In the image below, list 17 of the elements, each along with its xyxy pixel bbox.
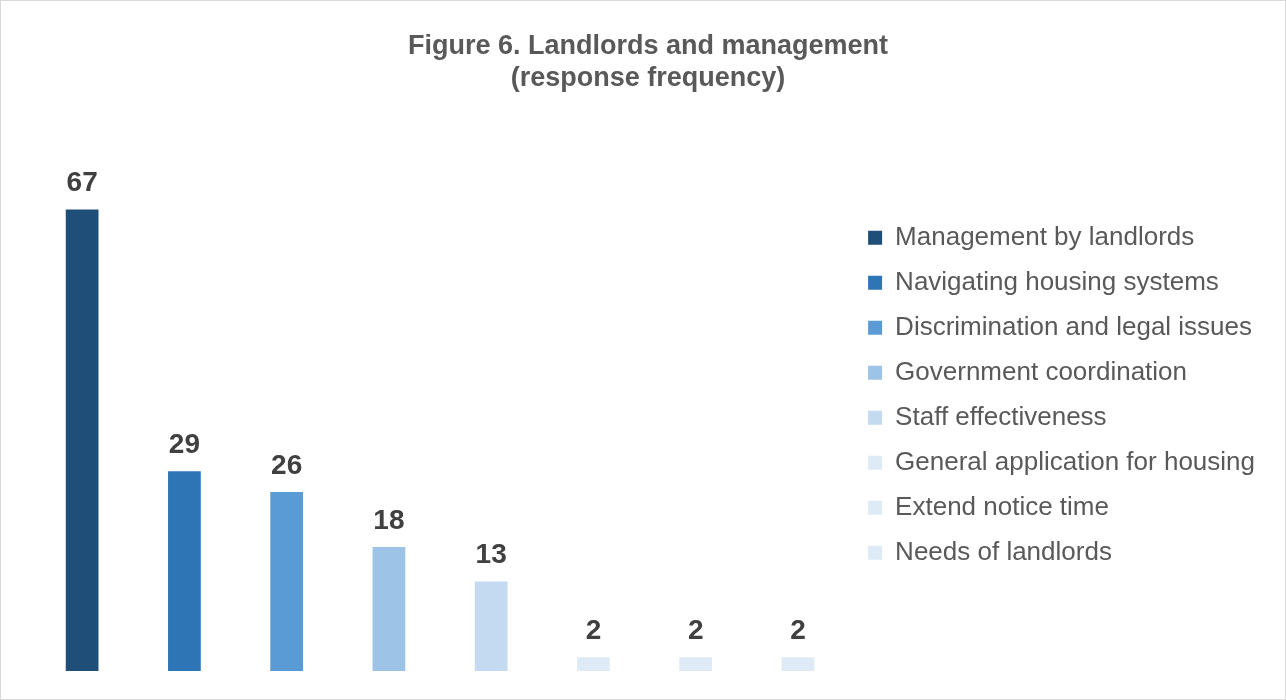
legend-label: Navigating housing systems — [895, 265, 1219, 296]
legend-label: Extend notice time — [895, 490, 1109, 521]
legend-label: Government coordination — [895, 355, 1188, 386]
data-label: 2 — [585, 613, 602, 645]
data-label: 67 — [66, 166, 98, 198]
data-label: 18 — [373, 503, 405, 535]
data-label: 13 — [475, 538, 507, 570]
legend-label: Staff effectiveness — [895, 400, 1107, 431]
data-label: 26 — [271, 448, 303, 480]
data-label: 2 — [790, 613, 806, 645]
data-label: 2 — [687, 613, 704, 645]
legend-label: Management by landlords — [895, 220, 1195, 251]
chart-title: Figure 6. Landlords and management (response frequency) — [407, 29, 889, 93]
legend-label: General application for housing — [895, 445, 1256, 476]
legend-label: Discrimination and legal issues — [895, 310, 1253, 341]
data-label: 29 — [168, 427, 200, 459]
legend-label: Needs of landlords — [895, 535, 1112, 566]
